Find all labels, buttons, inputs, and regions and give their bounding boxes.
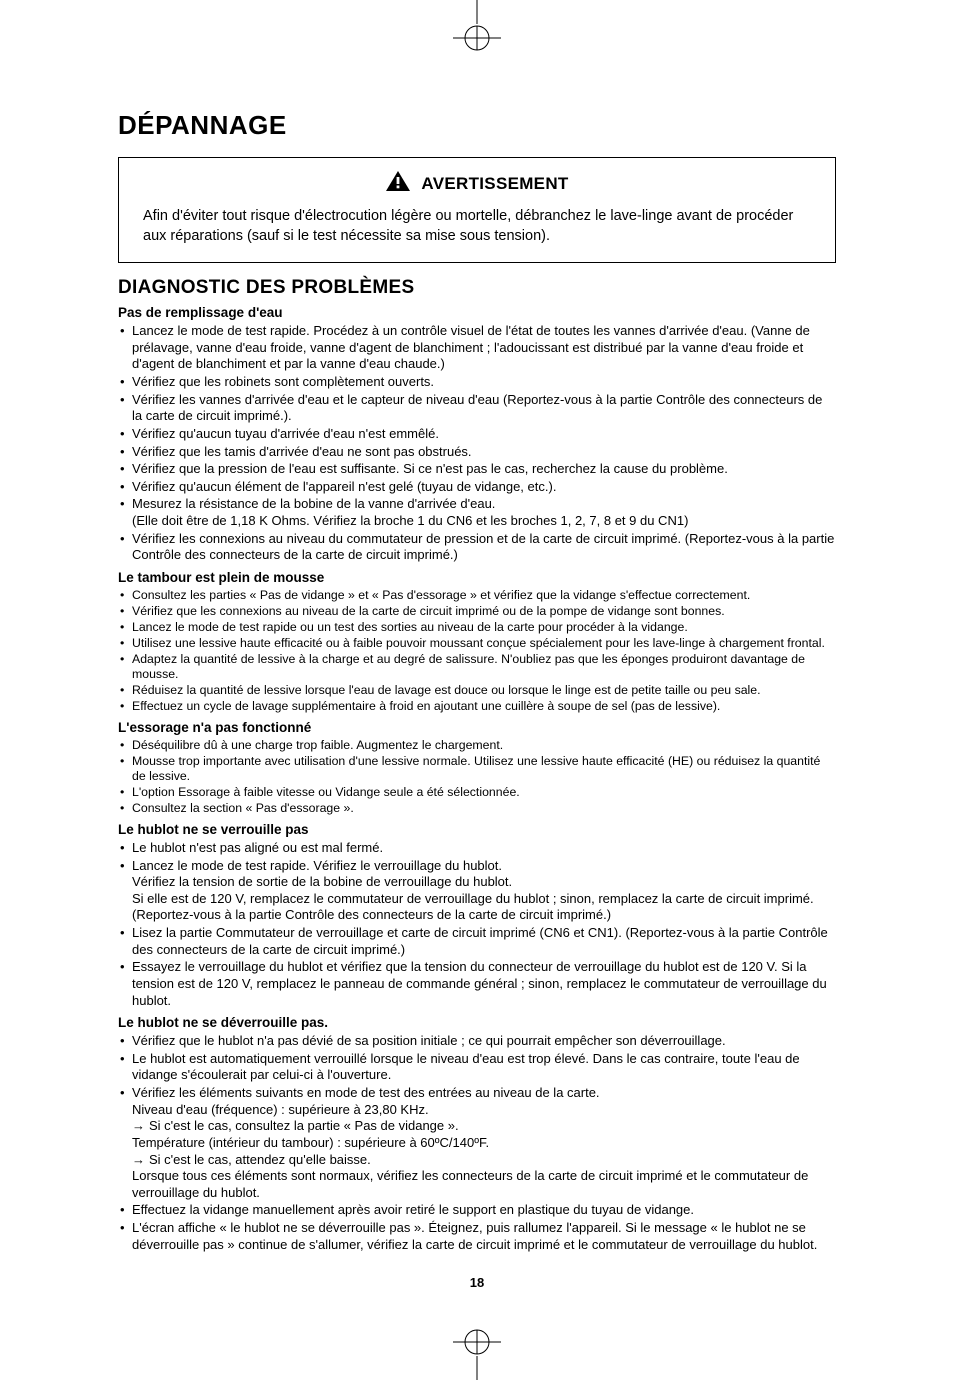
list-item: Lancez le mode de test rapide. Procédez … (118, 323, 836, 373)
bullet-list: Le hublot n'est pas aligné ou est mal fe… (118, 840, 836, 1009)
list-item: Réduisez la quantité de lessive lorsque … (118, 683, 836, 698)
sub-line: Niveau d'eau (fréquence) : supérieure à … (132, 1102, 836, 1119)
list-item: Effectuez un cycle de lavage supplémenta… (118, 699, 836, 714)
list-item: Effectuez la vidange manuellement après … (118, 1202, 836, 1219)
page-number: 18 (118, 1275, 836, 1290)
list-item: Vérifiez les connexions au niveau du com… (118, 531, 836, 564)
list-item: Lisez la partie Commutateur de verrouill… (118, 925, 836, 958)
page-content: DÉPANNAGE AVERTISSEMENT Afin d'éviter to… (0, 0, 954, 1380)
list-item: Le hublot n'est pas aligné ou est mal fe… (118, 840, 836, 857)
list-item: Le hublot est automatiquement verrouillé… (118, 1051, 836, 1084)
list-item: Déséquilibre dû à une charge trop faible… (118, 738, 836, 753)
list-item: L'écran affiche « le hublot ne se déverr… (118, 1220, 836, 1253)
arrow-line: Si c'est le cas, consultez la partie « P… (132, 1118, 836, 1135)
list-item: Utilisez une lessive haute efficacité ou… (118, 636, 836, 651)
warning-text: Afin d'éviter tout risque d'électrocutio… (143, 207, 811, 246)
sub-line: Lorsque tous ces éléments sont normaux, … (132, 1168, 836, 1201)
section-heading: L'essorage n'a pas fonctionné (118, 720, 836, 735)
section-heading: Le hublot ne se déverrouille pas. (118, 1015, 836, 1030)
list-item: Vérifiez que les connexions au niveau de… (118, 604, 836, 619)
bullet-list: Vérifiez que le hublot n'a pas dévié de … (118, 1033, 836, 1253)
bullet-list: Déséquilibre dû à une charge trop faible… (118, 738, 836, 816)
sub-line: Température (intérieur du tambour) : sup… (132, 1135, 836, 1152)
list-item: Vérifiez les éléments suivants en mode d… (118, 1085, 836, 1201)
crop-mark-bottom-icon (447, 1320, 507, 1380)
list-item: Essayez le verrouillage du hublot et vér… (118, 959, 836, 1009)
warning-label: AVERTISSEMENT (421, 174, 568, 194)
arrow-line: Si c'est le cas, attendez qu'elle baisse… (132, 1152, 836, 1169)
page-title: DÉPANNAGE (118, 110, 836, 141)
sections-container: Pas de remplissage d'eau Lancez le mode d… (118, 305, 836, 1253)
list-item: L'option Essorage à faible vitesse ou Vi… (118, 785, 836, 800)
bullet-list: Lancez le mode de test rapide. Procédez … (118, 323, 836, 564)
list-item: Vérifiez qu'aucun élément de l'appareil … (118, 479, 836, 496)
sub-line: Vérifiez les éléments suivants en mode d… (132, 1085, 836, 1102)
section-heading: Le hublot ne se verrouille pas (118, 822, 836, 837)
section-heading: Le tambour est plein de mousse (118, 570, 836, 585)
list-item: Mousse trop importante avec utilisation … (118, 754, 836, 784)
list-item: Vérifiez qu'aucun tuyau d'arrivée d'eau … (118, 426, 836, 443)
list-item: Mesurez la résistance de la bobine de la… (118, 496, 836, 529)
diagnostic-heading: DIAGNOSTIC DES PROBLÈMES (118, 277, 836, 299)
list-item: Consultez la section « Pas d'essorage ». (118, 801, 836, 816)
warning-header: AVERTISSEMENT (143, 170, 811, 197)
list-item: Lancez le mode de test rapide ou un test… (118, 620, 836, 635)
list-item: Vérifiez les vannes d'arrivée d'eau et l… (118, 392, 836, 425)
warning-box: AVERTISSEMENT Afin d'éviter tout risque … (118, 157, 836, 263)
list-item: Vérifiez que les tamis d'arrivée d'eau n… (118, 444, 836, 461)
crop-mark-top-icon (447, 0, 507, 60)
list-item: Vérifiez que la pression de l'eau est su… (118, 461, 836, 478)
list-item: Vérifiez que les robinets sont complètem… (118, 374, 836, 391)
warning-icon (385, 170, 411, 197)
list-item: Vérifiez que le hublot n'a pas dévié de … (118, 1033, 836, 1050)
section-heading: Pas de remplissage d'eau (118, 305, 836, 320)
list-item: Lancez le mode de test rapide. Vérifiez … (118, 858, 836, 925)
list-item: Adaptez la quantité de lessive à la char… (118, 652, 836, 682)
list-item: Consultez les parties « Pas de vidange »… (118, 588, 836, 603)
bullet-list: Consultez les parties « Pas de vidange »… (118, 588, 836, 714)
